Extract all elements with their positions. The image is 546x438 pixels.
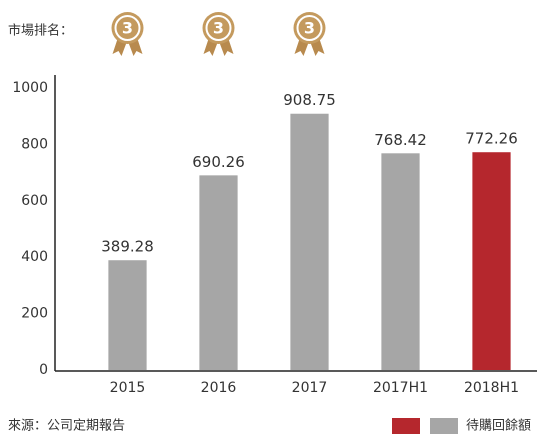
bar	[290, 113, 329, 371]
value-label: 908.75	[283, 91, 336, 109]
y-tick-label: 0	[39, 362, 48, 378]
x-tick-label: 2015	[110, 380, 146, 396]
value-label: 768.42	[374, 131, 427, 149]
medal-ring	[296, 15, 323, 41]
source: 來源：公司定期報告	[8, 419, 125, 434]
x-tick-label: 2016	[201, 380, 237, 396]
bar	[199, 175, 238, 370]
legend-swatch	[430, 418, 458, 434]
value-label: 772.26	[465, 130, 518, 148]
value-label: 690.26	[192, 153, 245, 171]
bar	[472, 152, 511, 370]
medal-rank: 3	[122, 19, 133, 38]
bar	[108, 260, 147, 370]
legend-label: 待購回餘額	[466, 418, 531, 434]
bar	[381, 153, 420, 370]
medal-rank: 3	[213, 19, 224, 38]
y-tick-label: 600	[21, 193, 48, 209]
rank-label: 市場排名：	[8, 23, 73, 39]
legend-swatch	[392, 418, 420, 434]
medal-rank: 3	[304, 19, 315, 38]
y-tick-label: 200	[21, 306, 48, 322]
medal-ring	[114, 15, 141, 41]
medal-ring	[205, 15, 232, 41]
y-tick-label: 1000	[12, 80, 48, 96]
x-tick-label: 2017H1	[373, 380, 428, 396]
y-tick-label: 800	[21, 136, 48, 152]
x-tick-label: 2018H1	[464, 380, 519, 396]
y-tick-label: 400	[21, 249, 48, 265]
value-label: 389.28	[101, 238, 154, 256]
x-tick-label: 2017	[292, 380, 328, 396]
